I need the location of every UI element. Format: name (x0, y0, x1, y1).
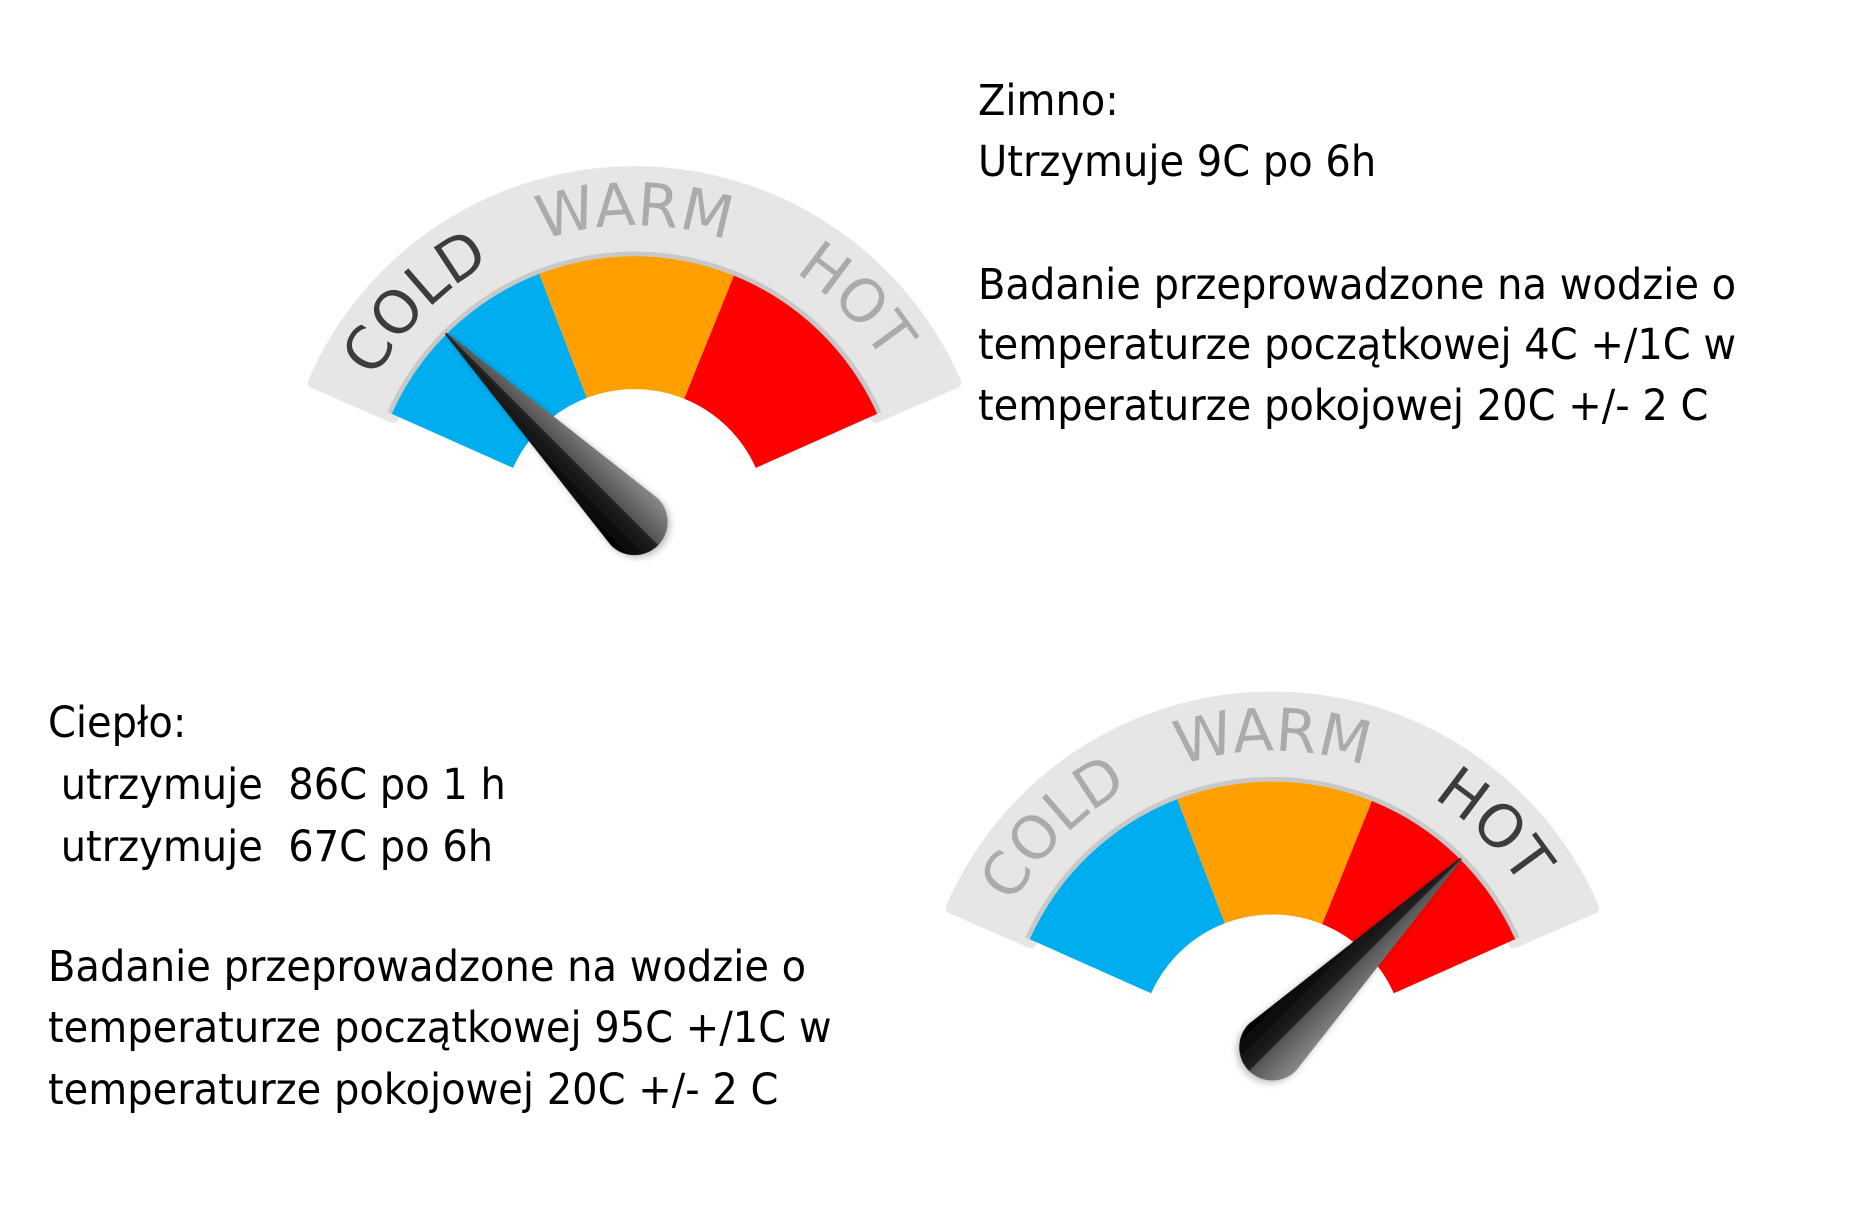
warm-result: utrzymuje 67C po 6h (48, 822, 494, 872)
needle (1239, 857, 1462, 1081)
segment-warm (539, 256, 734, 399)
segment-hot (684, 275, 878, 468)
cold-description-line: Badanie przeprowadzone na wodzie o (978, 260, 1737, 310)
cold-description-line: temperaturze pokojowej 20C +/- 2 C (978, 381, 1709, 431)
warm-description-line: Badanie przeprowadzone na wodzie o (48, 942, 807, 992)
segment-cold (1029, 799, 1225, 994)
warm-result: utrzymuje 86C po 1 h (48, 760, 506, 810)
needle (444, 332, 668, 556)
segment-warm (1177, 781, 1372, 925)
cold-result: Utrzymuje 9C po 6h (978, 137, 1377, 187)
warm-description-line: temperaturze pokojowej 20C +/- 2 C (48, 1065, 779, 1115)
cold-description-line: temperaturze początkowej 4C +/1C w (978, 320, 1737, 370)
warm-description-line: temperaturze początkowej 95C +/1C w (48, 1003, 832, 1053)
cold-title: Zimno: (978, 76, 1119, 126)
warm-title: Ciepło: (48, 698, 187, 748)
